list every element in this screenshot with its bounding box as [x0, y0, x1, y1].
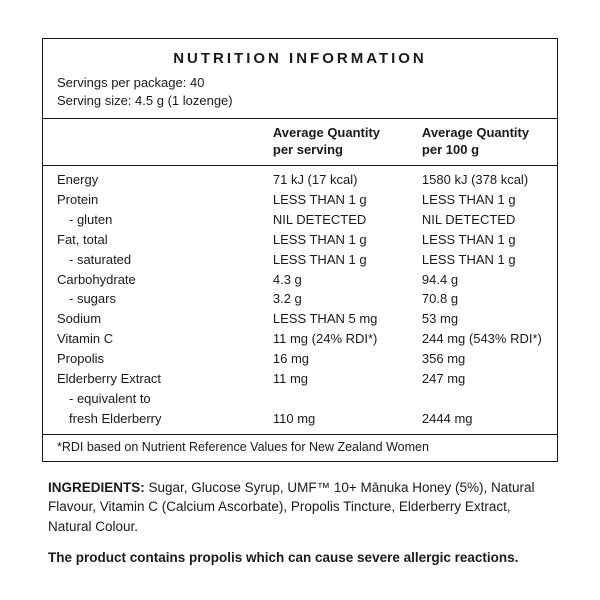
per-serving-value: 11 mg (24% RDI*)	[259, 330, 408, 350]
per-serving-value: 110 mg	[259, 409, 408, 433]
nutrient-label: - gluten	[43, 210, 259, 230]
per-100g-value: 2444 mg	[408, 409, 557, 433]
servings-per-package-value: 40	[190, 75, 204, 90]
nutrient-label: Protein	[43, 190, 259, 210]
nutrient-label: Elderberry Extract	[43, 369, 259, 389]
per-100g-value: 94.4 g	[408, 270, 557, 290]
servings-per-package-label: Servings per package:	[57, 75, 186, 90]
table-row: Fat, totalLESS THAN 1 gLESS THAN 1 g	[43, 230, 557, 250]
table-row: - glutenNIL DETECTEDNIL DETECTED	[43, 210, 557, 230]
per-serving-value: LESS THAN 1 g	[259, 230, 408, 250]
table-row: Elderberry Extract11 mg247 mg	[43, 369, 557, 389]
nutrient-label: Energy	[43, 166, 259, 191]
header-per-serving: Average Quantity per serving	[259, 119, 408, 165]
per-serving-value: LESS THAN 5 mg	[259, 310, 408, 330]
per-100g-value: LESS THAN 1 g	[408, 190, 557, 210]
per-100g-value: 247 mg	[408, 369, 557, 389]
table-row: Carbohydrate4.3 g94.4 g	[43, 270, 557, 290]
per-100g-value: 244 mg (543% RDI*)	[408, 330, 557, 350]
per-serving-value: 4.3 g	[259, 270, 408, 290]
per-serving-value: LESS THAN 1 g	[259, 250, 408, 270]
per-serving-value: NIL DETECTED	[259, 210, 408, 230]
per-serving-value: 16 mg	[259, 350, 408, 370]
nutrient-label: fresh Elderberry	[43, 409, 259, 433]
per-100g-value	[408, 389, 557, 409]
nutrient-label: Carbohydrate	[43, 270, 259, 290]
nutrient-label: - equivalent to	[43, 389, 259, 409]
per-100g-value: LESS THAN 1 g	[408, 250, 557, 270]
table-header-row: Average Quantity per serving Average Qua…	[43, 119, 557, 165]
table-row: Energy71 kJ (17 kcal)1580 kJ (378 kcal)	[43, 166, 557, 191]
rdi-footnote: *RDI based on Nutrient Reference Values …	[43, 435, 557, 461]
allergy-warning: The product contains propolis which can …	[42, 537, 558, 568]
table-row: SodiumLESS THAN 5 mg53 mg	[43, 310, 557, 330]
header-per-100g: Average Quantity per 100 g	[408, 119, 557, 165]
per-serving-value: 71 kJ (17 kcal)	[259, 166, 408, 191]
serving-size: Serving size: 4.5 g (1 lozenge)	[57, 93, 543, 110]
serving-size-label: Serving size:	[57, 93, 131, 108]
header-per-100g-l2: per 100 g	[422, 142, 543, 159]
per-100g-value: 70.8 g	[408, 290, 557, 310]
per-serving-value: 3.2 g	[259, 290, 408, 310]
per-100g-value: 1580 kJ (378 kcal)	[408, 166, 557, 191]
header-per-serving-l2: per serving	[273, 142, 394, 159]
per-serving-value: LESS THAN 1 g	[259, 190, 408, 210]
serving-size-value: 4.5 g (1 lozenge)	[135, 93, 233, 108]
table-row: Propolis16 mg356 mg	[43, 350, 557, 370]
nutrient-label: Sodium	[43, 310, 259, 330]
nutrition-table: Average Quantity per serving Average Qua…	[43, 119, 557, 433]
per-100g-value: LESS THAN 1 g	[408, 230, 557, 250]
ingredients-label: INGREDIENTS:	[48, 480, 145, 495]
servings-per-package: Servings per package: 40	[57, 75, 543, 92]
table-row: - saturatedLESS THAN 1 gLESS THAN 1 g	[43, 250, 557, 270]
per-serving-value: 11 mg	[259, 369, 408, 389]
serving-meta: Servings per package: 40 Serving size: 4…	[43, 75, 557, 119]
nutrient-label: - sugars	[43, 290, 259, 310]
nutrient-label: Vitamin C	[43, 330, 259, 350]
table-row: - equivalent to	[43, 389, 557, 409]
table-row: Vitamin C11 mg (24% RDI*)244 mg (543% RD…	[43, 330, 557, 350]
nutrition-panel: NUTRITION INFORMATION Servings per packa…	[42, 38, 558, 462]
nutrient-label: - saturated	[43, 250, 259, 270]
table-row: - sugars3.2 g70.8 g	[43, 290, 557, 310]
nutrient-label: Fat, total	[43, 230, 259, 250]
table-row: fresh Elderberry110 mg2444 mg	[43, 409, 557, 433]
header-per-serving-l1: Average Quantity	[273, 125, 394, 142]
per-100g-value: 53 mg	[408, 310, 557, 330]
per-100g-value: NIL DETECTED	[408, 210, 557, 230]
per-100g-value: 356 mg	[408, 350, 557, 370]
table-row: ProteinLESS THAN 1 gLESS THAN 1 g	[43, 190, 557, 210]
panel-title: NUTRITION INFORMATION	[43, 39, 557, 75]
per-serving-value	[259, 389, 408, 409]
header-per-100g-l1: Average Quantity	[422, 125, 543, 142]
nutrient-label: Propolis	[43, 350, 259, 370]
ingredients-block: INGREDIENTS: Sugar, Glucose Syrup, UMF™ …	[42, 462, 558, 537]
header-blank	[43, 119, 259, 165]
